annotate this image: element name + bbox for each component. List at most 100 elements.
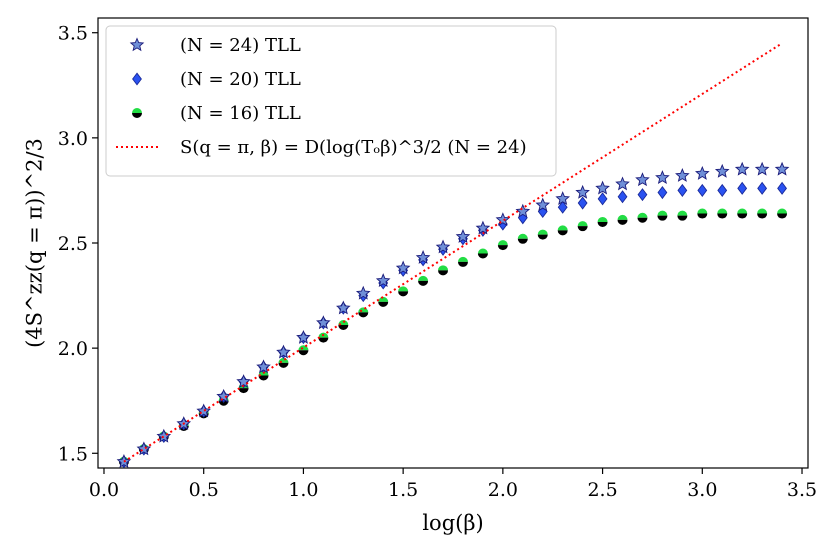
data-point: [617, 214, 628, 225]
marker-bottom-half: [737, 213, 748, 219]
marker-top-half: [737, 208, 748, 214]
data-point: [597, 192, 608, 206]
x-axis: 0.0 0.5 1.0 1.5 2.0 2.5 3.0 3.5: [89, 468, 817, 501]
data-point: [557, 225, 568, 236]
x-tick-label: 3.0: [687, 479, 717, 501]
marker-top-half: [757, 208, 768, 214]
legend-swatch: [129, 37, 145, 52]
data-point: [734, 161, 750, 176]
marker-top-half: [338, 320, 349, 326]
legend-item: (N = 24) TLL: [129, 35, 301, 56]
data-point: [338, 320, 349, 331]
legend-swatch: [132, 72, 142, 86]
marker-top-half: [378, 296, 389, 302]
marker-bottom-half: [457, 261, 468, 267]
data-point: [216, 388, 231, 403]
marker-top-half: [517, 233, 528, 239]
marker-top-half: [358, 307, 369, 313]
data-point: [557, 200, 568, 214]
marker-top-half: [457, 256, 468, 262]
data-point: [475, 220, 491, 235]
x-tick-label: 0.5: [189, 479, 219, 501]
data-point: [754, 161, 770, 176]
data-point: [575, 184, 590, 199]
data-point: [378, 296, 389, 307]
x-tick-label: 1.5: [388, 479, 418, 501]
data-point: [535, 197, 551, 212]
marker-bottom-half: [497, 245, 508, 251]
plot-area: [97, 17, 809, 469]
legend-label: S(q = π, β) = D(log(Tₒβ)^3/2 (N = 24): [180, 137, 527, 158]
data-point: [276, 344, 291, 359]
marker-bottom-half: [278, 362, 289, 368]
marker-bottom-half: [677, 215, 688, 221]
data-point: [455, 229, 471, 243]
legend-item: (N = 20) TLL: [132, 69, 301, 90]
data-point: [577, 221, 588, 232]
data-point: [555, 191, 570, 206]
marker-top-half: [477, 248, 488, 254]
marker-top-half: [418, 275, 429, 281]
data-point: [774, 161, 790, 176]
marker-bottom-half: [418, 280, 429, 286]
marker-top-half: [697, 208, 708, 214]
data-point: [657, 210, 668, 221]
data-point: [714, 163, 730, 178]
marker-top-half: [398, 286, 409, 292]
data-point: [398, 286, 409, 297]
marker-top-half: [597, 216, 608, 222]
marker-bottom-half: [398, 291, 409, 297]
x-tick-label: 2.5: [587, 479, 617, 501]
series-2: [118, 208, 788, 467]
marker-bottom-half: [597, 221, 608, 227]
data-point: [537, 229, 548, 240]
marker-top-half: [717, 208, 728, 214]
data-point: [136, 441, 152, 456]
y-tick-label: 3.0: [58, 128, 88, 150]
legend-swatch: [132, 108, 142, 118]
data-point: [777, 181, 787, 195]
y-tick-label: 2.5: [58, 233, 88, 255]
data-point: [637, 188, 648, 202]
data-point: [777, 208, 788, 219]
marker-bottom-half: [637, 217, 648, 223]
marker-bottom-half: [318, 337, 329, 343]
marker-bottom-half: [657, 215, 668, 221]
marker-top-half: [557, 225, 568, 231]
legend-label: (N = 16) TLL: [180, 103, 301, 124]
data-point: [296, 329, 311, 344]
data-point: [637, 212, 648, 223]
marker-top-half: [577, 221, 588, 227]
y-axis-label: (4S^zz(q = π))^2/3: [23, 138, 47, 348]
data-point: [577, 196, 588, 210]
data-point: [298, 345, 309, 356]
data-point: [375, 273, 391, 288]
legend-item: (N = 16) TLL: [132, 103, 301, 124]
marker-bottom-half: [378, 301, 389, 307]
y-tick-label: 2.0: [58, 338, 88, 360]
marker-bottom-half: [477, 253, 488, 259]
x-tick-label: 1.0: [288, 479, 318, 501]
data-point: [355, 285, 371, 300]
data-point: [717, 183, 728, 197]
marker-bottom-half: [757, 213, 768, 219]
marker-bottom-half: [238, 388, 249, 394]
data-point: [717, 208, 728, 219]
marker-bottom-half: [338, 325, 349, 331]
marker-top-half: [132, 108, 142, 113]
x-tick-label: 3.5: [787, 479, 817, 501]
y-axis: 1.5 2.0 2.5 3.0 3.5: [58, 23, 98, 465]
x-axis-label: log(β): [422, 511, 483, 535]
data-point: [655, 170, 670, 185]
marker-top-half: [438, 265, 449, 271]
legend-label: (N = 20) TLL: [180, 69, 301, 90]
data-point: [635, 172, 650, 187]
data-point: [737, 208, 748, 219]
marker-bottom-half: [298, 350, 309, 356]
data-point: [595, 180, 610, 195]
data-point: [457, 256, 468, 267]
data-point: [438, 265, 449, 276]
data-point: [657, 185, 668, 200]
series-0: [116, 161, 790, 468]
data-point: [617, 190, 628, 204]
